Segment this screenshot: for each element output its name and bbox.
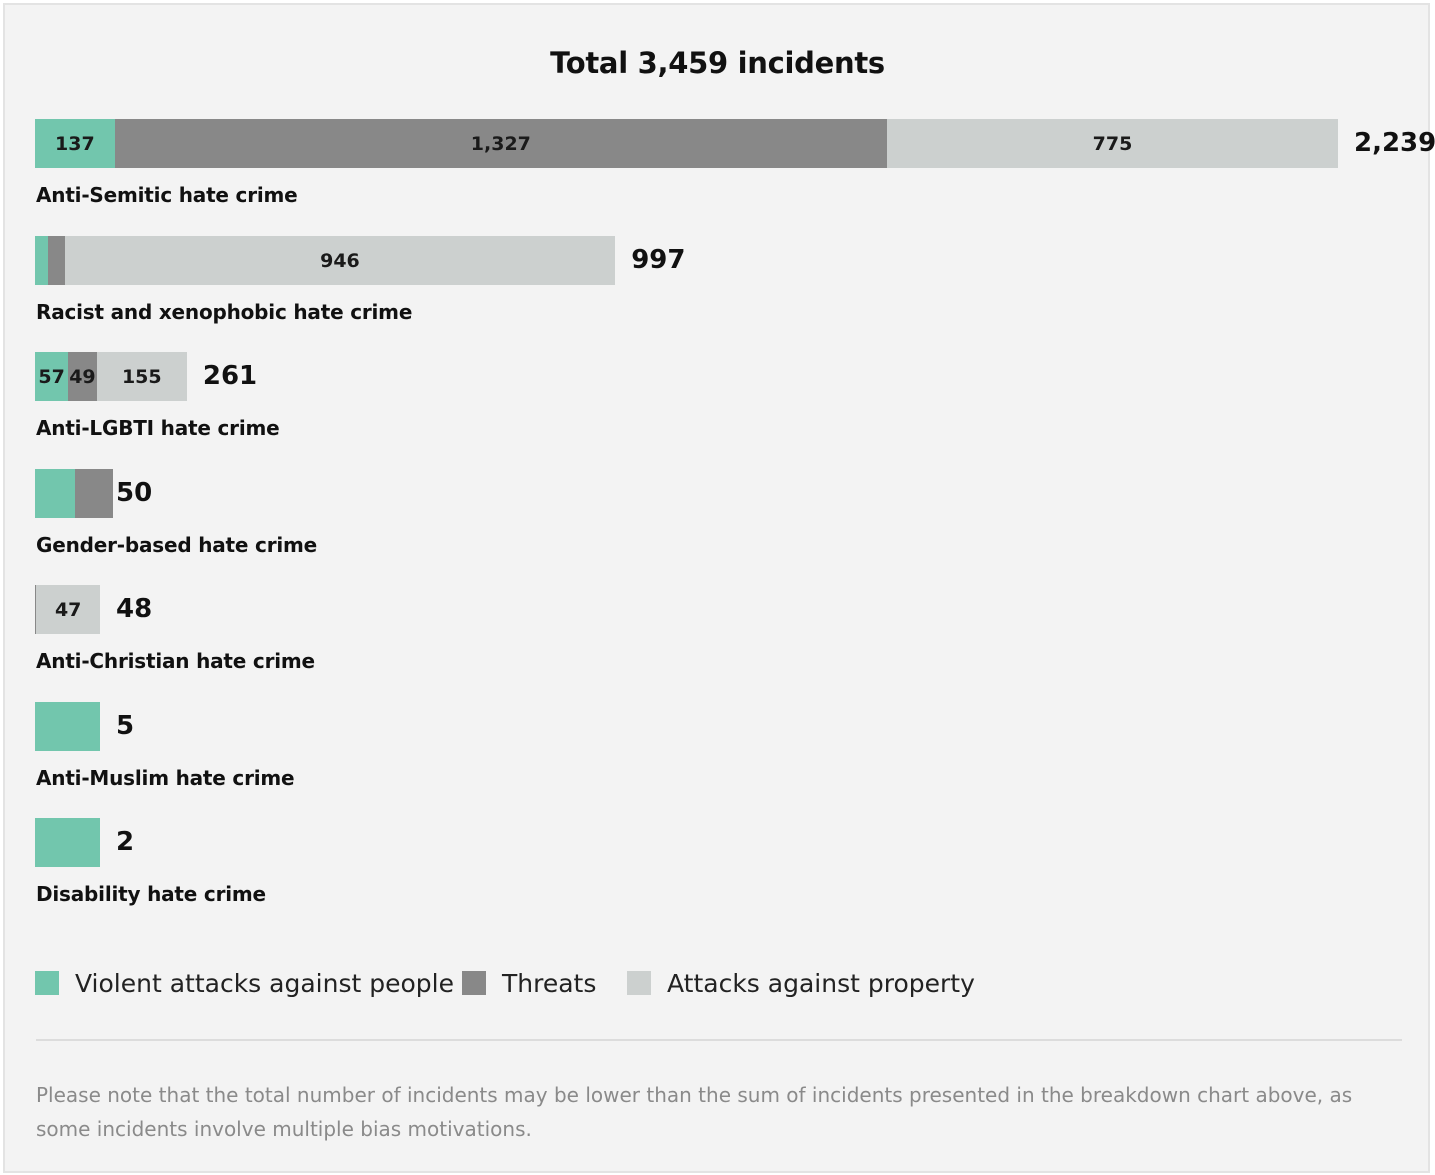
legend-swatch-violent — [35, 971, 59, 995]
bar-total-label: 48 — [116, 594, 153, 624]
bar-segment-violent-attacks-against-people — [35, 818, 100, 867]
legend-item-violent: Violent attacks against people — [35, 966, 454, 1000]
bar-segment-violent-attacks-against-people — [35, 469, 76, 518]
bar-total-label: 5 — [116, 711, 135, 741]
chart-card — [3, 3, 1430, 1173]
legend-item-threats: Threats — [462, 966, 596, 1000]
footnote: Please note that the total number of inc… — [36, 1083, 1353, 1141]
bar-segment-threats — [47, 236, 65, 285]
segment-value-label: 57 — [38, 365, 65, 388]
category-label: Disability hate crime — [36, 882, 266, 906]
category-label: Racist and xenophobic hate crime — [36, 300, 413, 324]
bar-total-label: 50 — [116, 478, 153, 508]
legend-label-property: Attacks against property — [667, 968, 975, 998]
legend-label-threats: Threats — [502, 968, 597, 998]
category-label: Anti-Muslim hate crime — [36, 766, 295, 790]
bar-segment-attacks-against-property: 775 — [886, 119, 1338, 168]
bar-segment-threats: 49 — [68, 352, 97, 401]
bar-total-label: 2 — [116, 827, 135, 857]
divider — [36, 1039, 1402, 1041]
bar-segment-violent-attacks-against-people: 57 — [35, 352, 69, 401]
legend-swatch-property — [627, 971, 651, 995]
bar-segment-threats — [75, 469, 113, 518]
segment-value-label: 137 — [55, 132, 95, 155]
bar-segment-attacks-against-property: 47 — [36, 585, 100, 634]
segment-value-label: 775 — [1092, 132, 1133, 155]
segment-value-label: 1,327 — [470, 132, 531, 155]
bar-segment-violent-attacks-against-people: 137 — [35, 119, 115, 168]
chart-title: Total 3,459 incidents — [550, 46, 885, 80]
bar-segment-attacks-against-property: 946 — [64, 236, 616, 285]
bar-segment-threats — [35, 585, 37, 634]
segment-value-label: 47 — [54, 598, 82, 621]
legend-label-violent: Violent attacks against people — [75, 968, 454, 998]
legend-swatch-threats — [462, 971, 486, 995]
category-label: Anti-Christian hate crime — [36, 649, 315, 673]
segment-value-label: 155 — [121, 365, 162, 388]
segment-value-label: 946 — [320, 249, 360, 272]
bar-total-label: 997 — [631, 245, 686, 275]
legend-item-property: Attacks against property — [627, 966, 975, 1000]
bar-segment-violent-attacks-against-people — [35, 236, 48, 285]
category-label: Gender-based hate crime — [36, 533, 318, 557]
bar-total-label: 261 — [202, 361, 258, 391]
category-label: Anti-LGBTI hate crime — [36, 416, 280, 440]
category-label: Anti-Semitic hate crime — [36, 183, 298, 207]
bar-total-label: 2,239 — [1354, 128, 1435, 158]
bar-segment-threats: 1,327 — [114, 119, 887, 168]
segment-value-label: 49 — [69, 365, 96, 388]
bar-segment-attacks-against-property: 155 — [96, 352, 187, 401]
bar-segment-violent-attacks-against-people — [35, 702, 100, 751]
